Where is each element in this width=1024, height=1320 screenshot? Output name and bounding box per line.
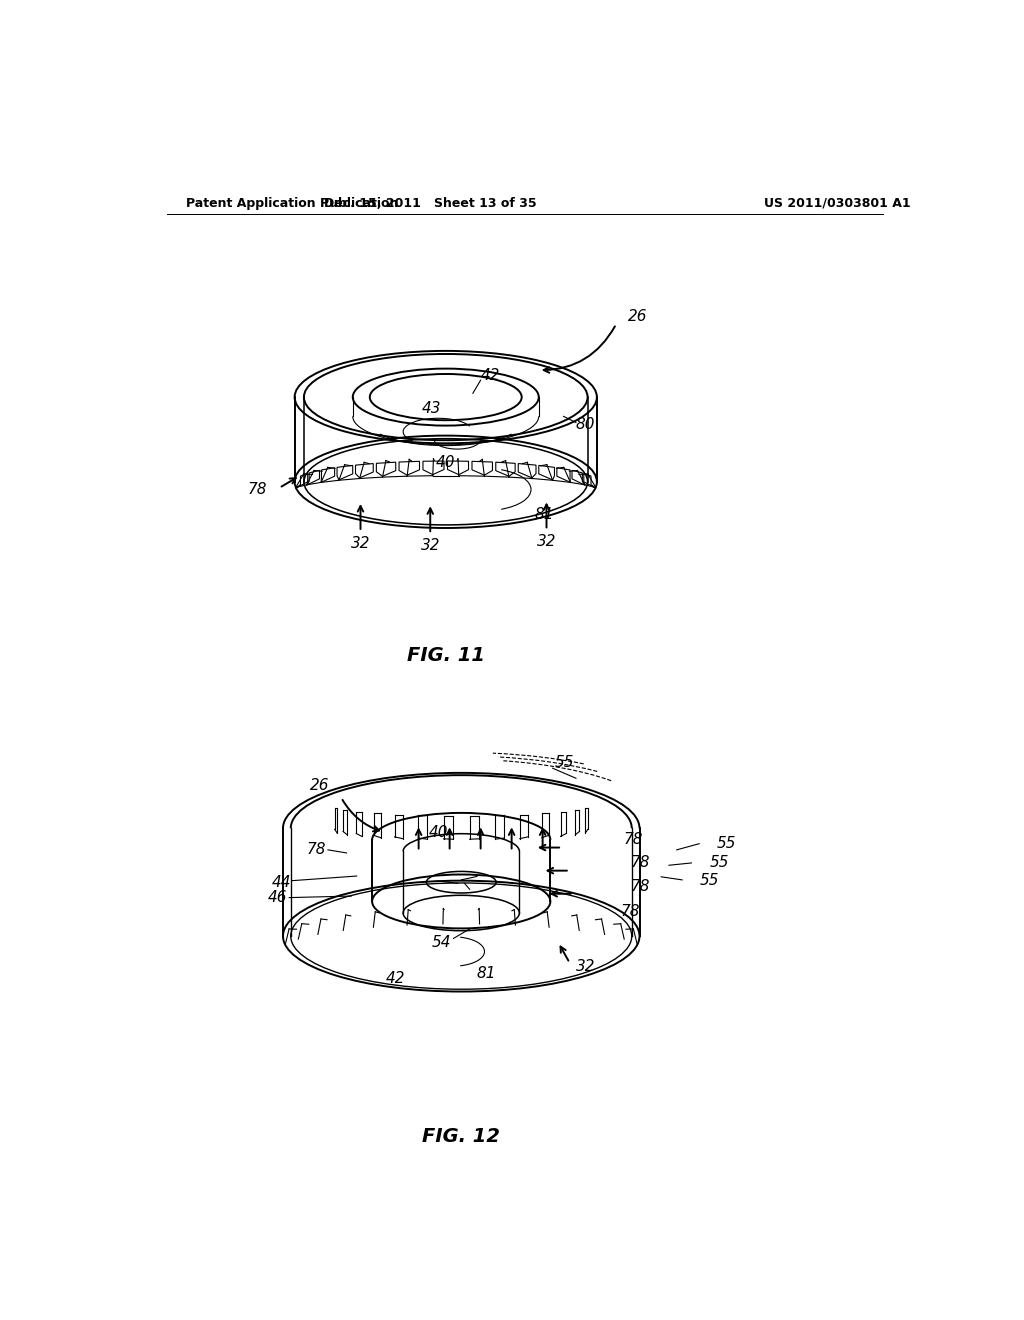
Text: 78: 78: [621, 904, 640, 919]
Text: FIG. 11: FIG. 11: [407, 645, 484, 664]
Text: 78: 78: [630, 879, 649, 894]
Text: 26: 26: [310, 779, 330, 793]
Text: 44: 44: [271, 875, 291, 890]
Text: 55: 55: [717, 836, 736, 851]
Text: 78: 78: [306, 842, 326, 858]
Text: 40: 40: [436, 455, 456, 470]
Text: 32: 32: [575, 960, 595, 974]
Text: 55: 55: [554, 755, 573, 771]
Text: 54: 54: [432, 935, 452, 950]
Text: 81: 81: [535, 507, 554, 521]
Text: 55: 55: [700, 873, 720, 888]
Text: 81: 81: [477, 965, 497, 981]
Text: FIG. 12: FIG. 12: [422, 1127, 501, 1146]
Text: 80: 80: [575, 417, 595, 432]
Text: 26: 26: [628, 309, 647, 323]
Text: 42: 42: [386, 972, 406, 986]
Text: Dec. 15, 2011   Sheet 13 of 35: Dec. 15, 2011 Sheet 13 of 35: [324, 197, 537, 210]
Text: Patent Application Publication: Patent Application Publication: [186, 197, 398, 210]
Text: 46: 46: [267, 890, 287, 906]
Text: 32: 32: [421, 539, 440, 553]
Text: 42: 42: [480, 368, 500, 383]
Text: 55: 55: [710, 855, 729, 870]
Text: 40: 40: [428, 825, 447, 840]
Text: 78: 78: [624, 833, 643, 847]
Text: 78: 78: [630, 855, 649, 870]
Text: 43: 43: [422, 401, 441, 416]
Text: 78: 78: [248, 482, 267, 498]
Text: 32: 32: [537, 535, 556, 549]
Text: 32: 32: [351, 536, 371, 550]
Text: US 2011/0303801 A1: US 2011/0303801 A1: [764, 197, 910, 210]
